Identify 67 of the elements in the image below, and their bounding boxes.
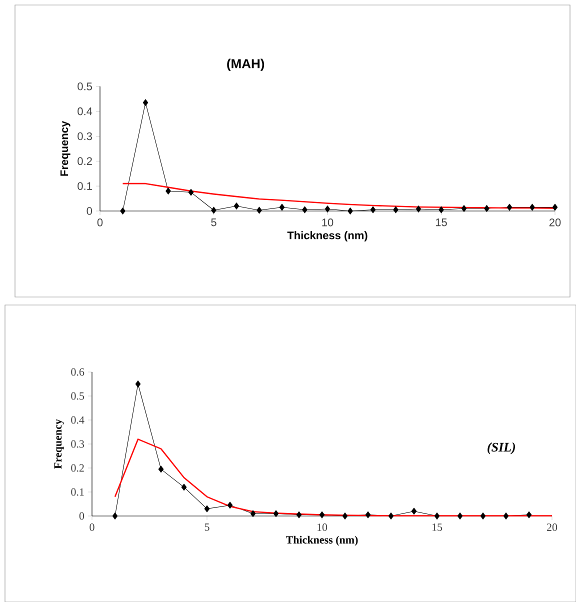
point xyxy=(434,512,440,520)
point xyxy=(296,511,302,518)
y-tick-label: 0.4 xyxy=(78,107,92,116)
point xyxy=(388,512,394,520)
point xyxy=(204,505,210,512)
point xyxy=(324,206,330,212)
y-tick-label: 0.5 xyxy=(71,392,84,400)
chart-title: (MAH) xyxy=(227,58,264,71)
x-tick-label: 15 xyxy=(436,218,447,226)
point xyxy=(457,512,463,520)
point xyxy=(480,512,486,520)
point xyxy=(503,512,509,520)
x-tick-label: 5 xyxy=(211,218,216,226)
point xyxy=(506,204,512,211)
point xyxy=(365,511,371,518)
x-tick-label: 10 xyxy=(322,218,334,226)
point xyxy=(393,206,398,214)
point xyxy=(211,206,216,214)
y-tick-label: 0.2 xyxy=(71,464,84,472)
annotation: (SIL) xyxy=(488,442,516,454)
point xyxy=(158,466,164,473)
y-tick-label: 0.3 xyxy=(78,132,92,140)
point xyxy=(342,512,348,520)
y-tick-label: 0.6 xyxy=(71,368,84,376)
x-tick-label: 20 xyxy=(546,524,558,531)
y-tick-label: 0.3 xyxy=(71,440,84,448)
x-tick-label: 20 xyxy=(549,218,561,226)
point xyxy=(120,208,126,214)
y-tick-label: 0.1 xyxy=(71,488,84,496)
x-axis-title: Thickness (nm) xyxy=(286,536,358,546)
point xyxy=(370,206,376,214)
x-tick-label: 10 xyxy=(317,524,328,531)
y-tick-label: 0.1 xyxy=(78,182,92,190)
point xyxy=(484,205,490,212)
x-tick-label: 15 xyxy=(432,524,442,531)
point xyxy=(250,510,256,518)
point xyxy=(227,502,233,509)
y-tick-label: 0.5 xyxy=(78,82,92,90)
y-tick-label: 0 xyxy=(79,512,84,520)
point xyxy=(135,380,141,388)
point xyxy=(273,510,279,518)
point xyxy=(279,204,285,211)
y-axis-title: Frequency xyxy=(54,419,64,469)
point xyxy=(188,188,194,196)
point xyxy=(181,484,187,491)
x-tick-label: 5 xyxy=(204,524,210,531)
point xyxy=(526,511,532,518)
y-tick-label: 0.4 xyxy=(71,416,84,424)
point xyxy=(319,511,325,518)
point xyxy=(438,206,444,214)
x-tick-label: 0 xyxy=(97,218,103,226)
point xyxy=(530,204,535,211)
point xyxy=(256,206,262,214)
point xyxy=(411,508,417,515)
point xyxy=(142,99,148,106)
point xyxy=(552,204,558,211)
point xyxy=(112,512,118,520)
point xyxy=(234,202,240,210)
y-tick-label: 0 xyxy=(86,207,92,215)
point xyxy=(302,206,308,214)
x-axis-title: Thickness (nm) xyxy=(287,231,368,242)
point xyxy=(348,208,353,214)
point xyxy=(461,205,467,212)
y-tick-label: 0.2 xyxy=(78,157,92,166)
point xyxy=(166,188,171,195)
y-axis-title: Frequency xyxy=(60,120,70,176)
point xyxy=(416,206,422,212)
